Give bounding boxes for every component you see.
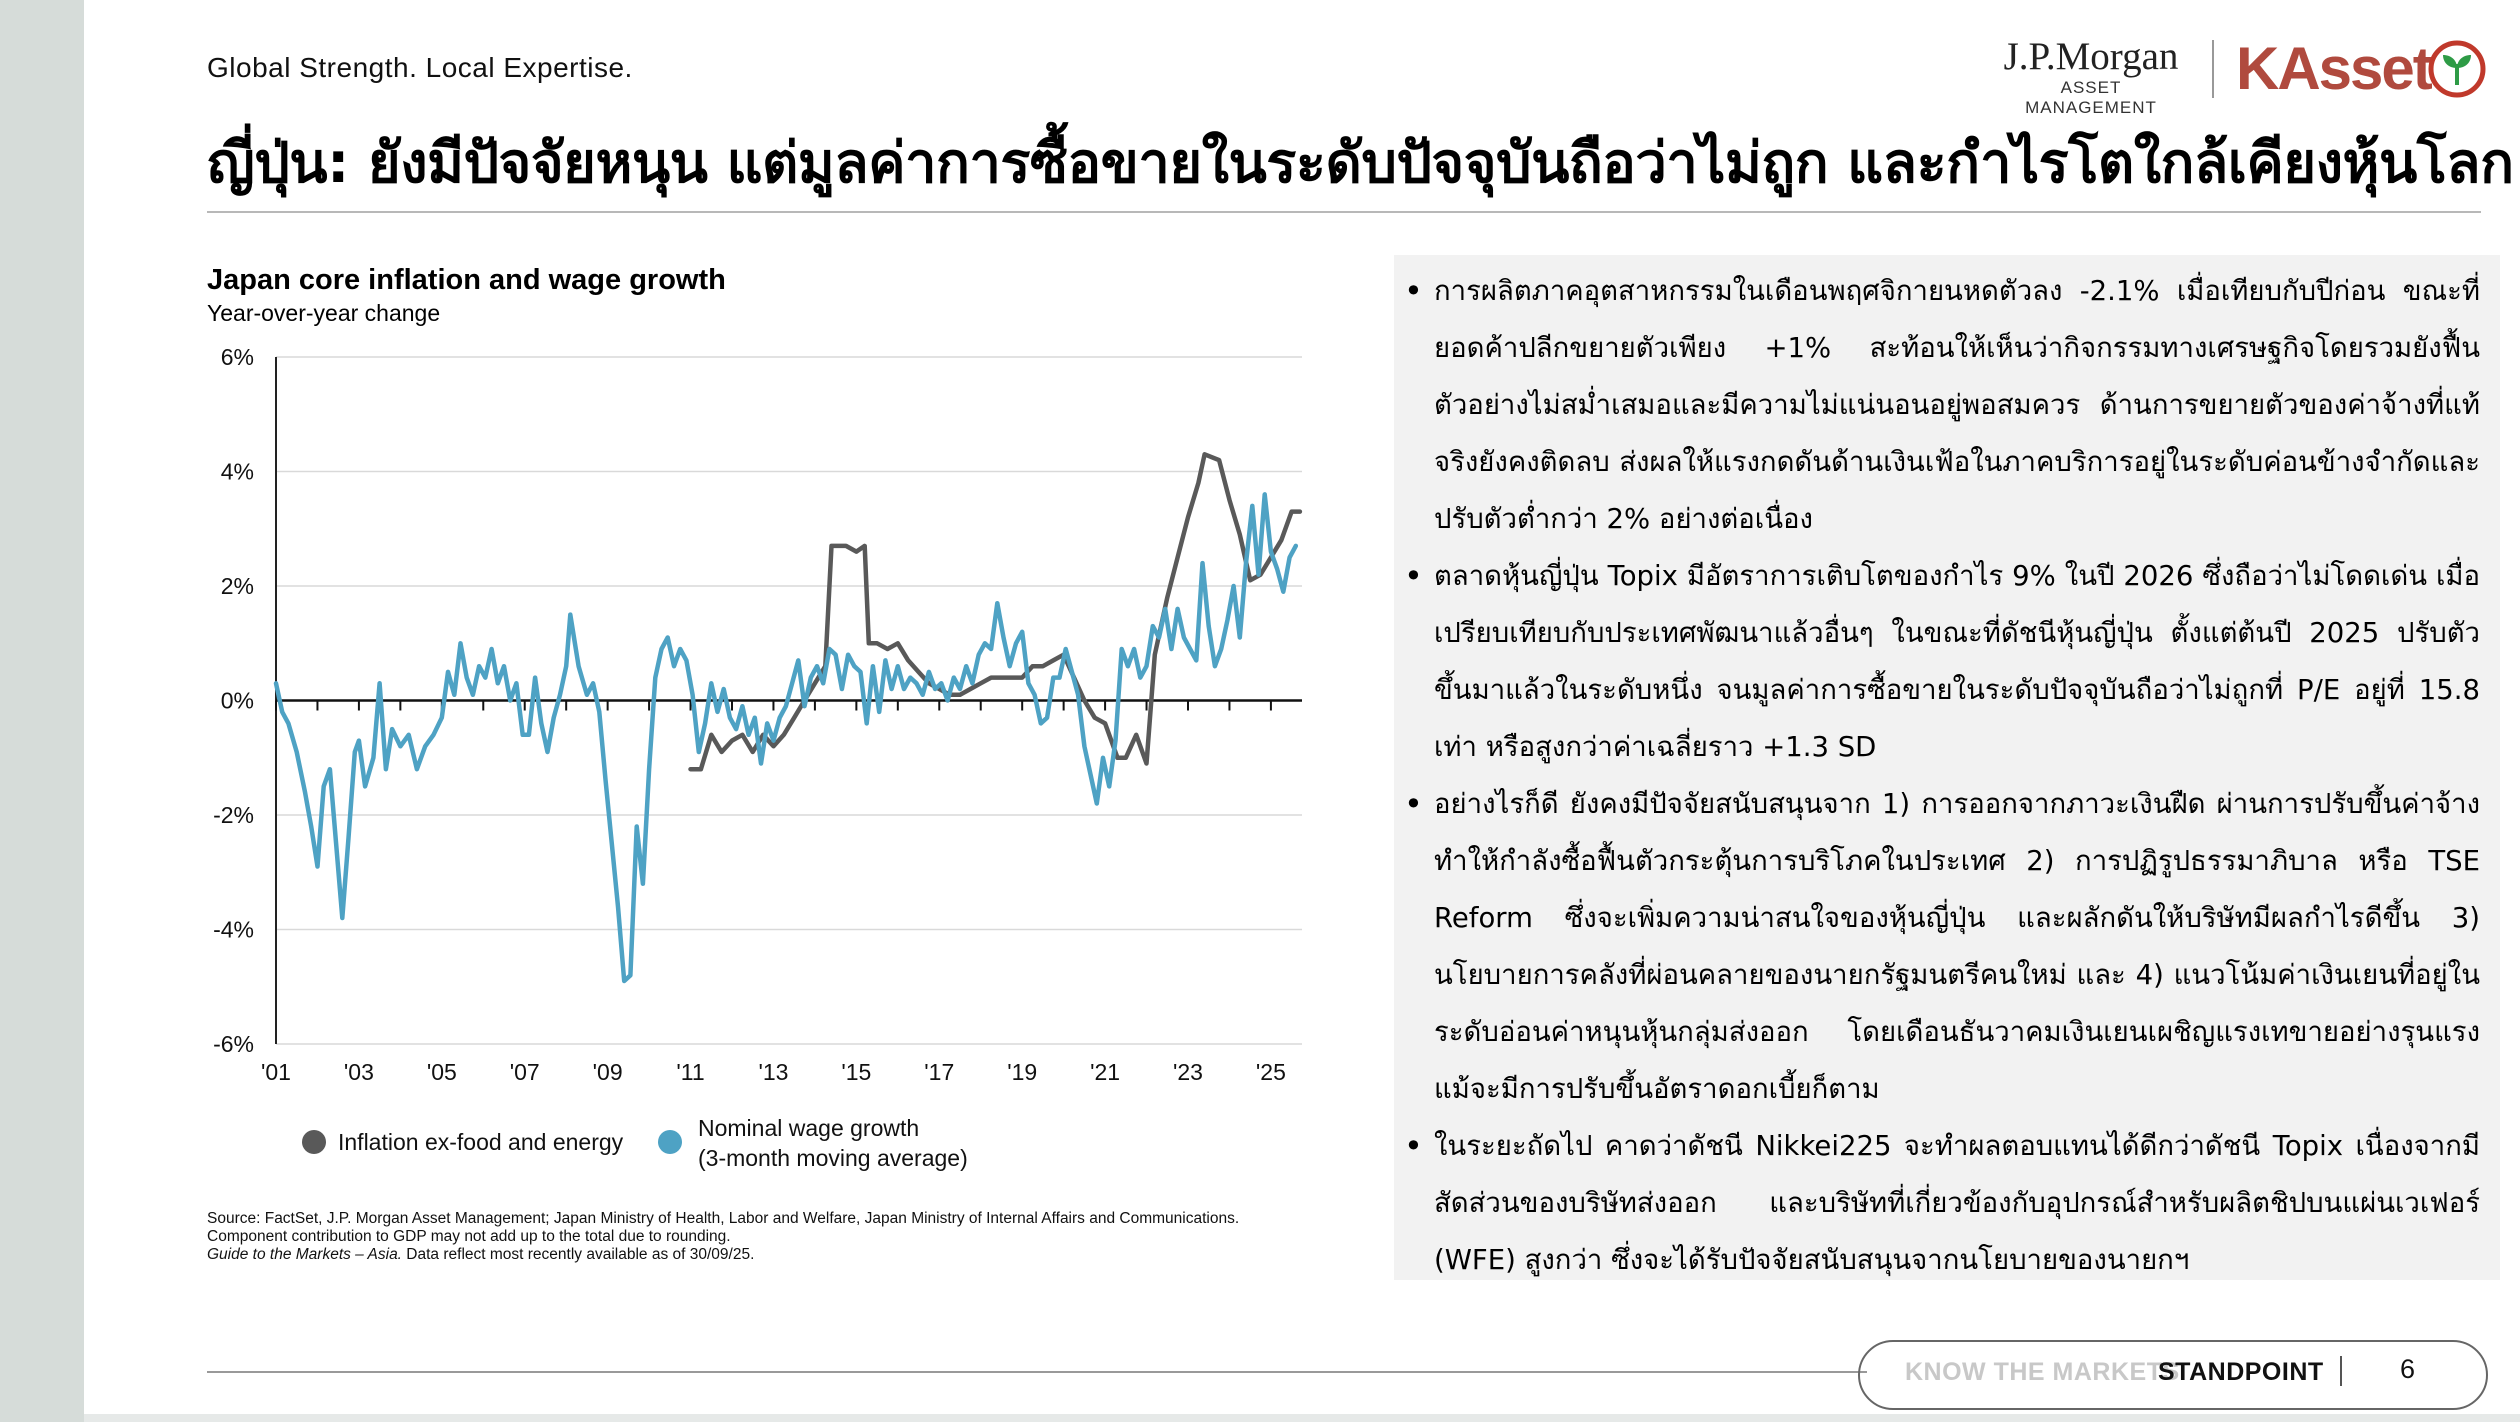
page-title: ญี่ปุ่น: ยังมีปัจจัยหนุน แต่มูลค่าการซื้…	[207, 131, 2514, 196]
x-tick-label: '17	[924, 1059, 954, 1085]
kasset-leaf-icon	[2428, 40, 2486, 98]
legend-marker-wage	[658, 1130, 682, 1154]
jpmorgan-logo: J.P.Morgan ASSET MANAGEMENT	[1996, 36, 2186, 118]
wage-series-line	[273, 492, 1299, 984]
source-guide-title: Guide to the Markets – Asia.	[207, 1246, 402, 1263]
x-tick-label: '25	[1256, 1059, 1286, 1085]
x-tick-label: '11	[676, 1059, 704, 1085]
x-tick-label: '13	[758, 1059, 788, 1085]
commentary-bullet: การผลิตภาคอุตสาหกรรมในเดือนพฤศจิกายนหดตั…	[1404, 263, 2480, 548]
y-tick-label: -4%	[213, 917, 254, 943]
left-accent-strip	[0, 0, 84, 1422]
x-tick-label: '21	[1090, 1059, 1120, 1085]
x-tick-label: '15	[841, 1059, 871, 1085]
source-line-3: Guide to the Markets – Asia. Data reflec…	[207, 1246, 1387, 1264]
commentary-bullet: ในระยะถัดไป คาดว่าดัชนี Nikkei225 จะทำผล…	[1404, 1118, 2480, 1289]
jpmorgan-logo-sub: ASSET MANAGEMENT	[2025, 78, 2157, 117]
commentary-bullet: ตลาดหุ้นญี่ปุ่น Topix มีอัตราการเติบโตขอ…	[1404, 548, 2480, 776]
commentary-list: การผลิตภาคอุตสาหกรรมในเดือนพฤศจิกายนหดตั…	[1394, 255, 2500, 1289]
footer-standpoint: STANDPOINT	[2158, 1358, 2324, 1386]
footer-badge	[1858, 1340, 2488, 1410]
y-tick-label: -2%	[213, 802, 254, 828]
x-tick-label: '03	[344, 1059, 374, 1085]
y-tick-label: 0%	[221, 688, 254, 714]
kasset-logo: KAsset	[2236, 35, 2433, 102]
source-line-2: Component contribution to GDP may not ad…	[207, 1228, 731, 1245]
y-tick-label: -6%	[213, 1031, 254, 1057]
tagline: Global Strength. Local Expertise.	[207, 52, 633, 83]
footer-separator	[2340, 1356, 2342, 1386]
page-number: 6	[2400, 1354, 2416, 1384]
inflation-series-line	[688, 452, 1303, 772]
y-tick-label: 6%	[221, 344, 254, 370]
logo-divider	[2212, 40, 2214, 98]
commentary-panel: การผลิตภาคอุตสาหกรรมในเดือนพฤศจิกายนหดตั…	[1394, 255, 2500, 1280]
source-line-1: Source: FactSet, J.P. Morgan Asset Manag…	[207, 1210, 1240, 1227]
legend-label-wage: Nominal wage growth	[698, 1115, 919, 1141]
legend-marker-inflation	[302, 1130, 326, 1154]
source-note: Source: FactSet, J.P. Morgan Asset Manag…	[207, 1210, 1387, 1264]
footer-know-the-markets: KNOW THE MARKETS	[1905, 1358, 2180, 1386]
chart-subtitle: Year-over-year change	[207, 300, 441, 326]
footer-divider	[207, 1371, 1867, 1373]
legend-label-wage-note: (3-month moving average)	[698, 1145, 968, 1171]
x-tick-label: '23	[1173, 1059, 1203, 1085]
x-tick-label: '05	[427, 1059, 457, 1085]
source-date-note: Data reflect most recently available as …	[402, 1246, 755, 1263]
chart-title: Japan core inflation and wage growth	[207, 264, 726, 296]
jpmorgan-logo-name: J.P.Morgan	[2003, 35, 2179, 78]
x-tick-label: '07	[510, 1059, 540, 1085]
inflation-wage-chart: 6% 4% 2% 0% -2% -4% -6% '01 '03 '05 '07 '09 '11 '13 '1…	[213, 344, 1303, 1171]
bottom-accent-strip	[84, 1414, 2520, 1422]
commentary-bullet: อย่างไรก็ดี ยังคงมีปัจจัยสนับสนุนจาก 1) …	[1404, 776, 2480, 1118]
y-tick-label: 2%	[221, 573, 254, 599]
x-tick-label: '09	[593, 1059, 623, 1085]
legend-label-inflation: Inflation ex-food and energy	[338, 1129, 624, 1155]
x-tick-label: '01	[261, 1059, 291, 1085]
title-divider	[207, 211, 2481, 213]
x-tick-label: '19	[1007, 1059, 1037, 1085]
y-tick-label: 4%	[221, 459, 254, 485]
